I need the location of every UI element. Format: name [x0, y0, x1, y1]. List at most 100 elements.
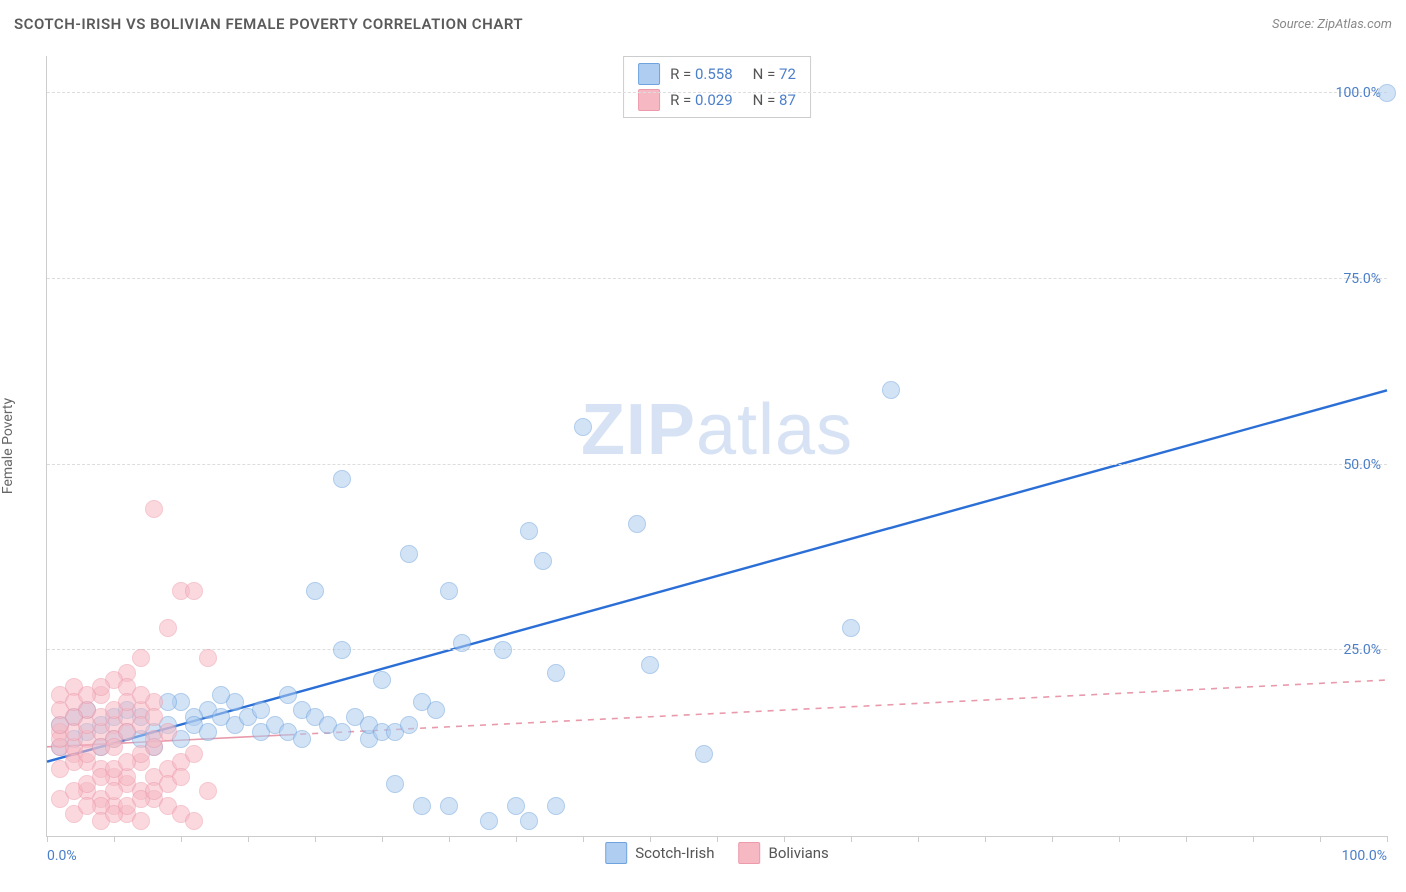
x-tick	[650, 836, 651, 842]
data-point	[882, 381, 900, 399]
data-point	[132, 812, 150, 830]
data-point	[78, 797, 96, 815]
data-point	[628, 515, 646, 533]
x-tick	[181, 836, 182, 842]
x-tick	[315, 836, 316, 842]
data-point	[333, 470, 351, 488]
x-tick	[47, 836, 48, 842]
source-label: Source: ZipAtlas.com	[1272, 17, 1392, 32]
data-point	[145, 708, 163, 726]
legend-label: Bolivians	[769, 844, 829, 862]
x-tick	[1052, 836, 1053, 842]
legend-row: R = 0.029 N = 87	[638, 87, 796, 113]
x-tick	[985, 836, 986, 842]
data-point	[212, 686, 230, 704]
x-tick	[583, 836, 584, 842]
scatter-plot: ZIPatlas R = 0.558N = 72R = 0.029N = 87 …	[46, 56, 1387, 837]
legend-label: Scotch-Irish	[635, 844, 714, 862]
data-point	[413, 797, 431, 815]
legend-r-label: R = 0.029	[670, 91, 733, 109]
data-point	[842, 619, 860, 637]
y-tick-label: 75.0%	[1343, 271, 1381, 287]
y-axis-label: Female Poverty	[0, 398, 16, 494]
x-axis-min-label: 0.0%	[47, 848, 77, 864]
data-point	[105, 738, 123, 756]
data-point	[185, 582, 203, 600]
data-point	[159, 723, 177, 741]
data-point	[199, 723, 217, 741]
data-point	[440, 797, 458, 815]
legend-row: R = 0.558N = 72	[638, 61, 796, 87]
data-point	[480, 812, 498, 830]
correlation-legend: R = 0.558N = 72 R = 0.029 N = 87	[623, 56, 811, 118]
data-point	[427, 701, 445, 719]
x-tick	[449, 836, 450, 842]
gridline	[47, 278, 1387, 279]
data-point	[199, 649, 217, 667]
data-point	[534, 552, 552, 570]
x-tick	[1119, 836, 1120, 842]
data-point	[252, 701, 270, 719]
x-tick	[516, 836, 517, 842]
data-point	[185, 745, 203, 763]
data-point	[574, 418, 592, 436]
data-point	[494, 641, 512, 659]
x-tick	[784, 836, 785, 842]
data-point	[279, 686, 297, 704]
x-tick	[1253, 836, 1254, 842]
legend-item: Bolivians	[739, 842, 829, 864]
legend-item: Scotch-Irish	[605, 842, 714, 864]
data-point	[507, 797, 525, 815]
x-tick	[1320, 836, 1321, 842]
data-point	[453, 634, 471, 652]
data-point	[695, 745, 713, 763]
data-point	[440, 582, 458, 600]
y-tick-label: 100.0%	[1336, 85, 1381, 101]
gridline	[47, 92, 1387, 93]
data-point	[333, 641, 351, 659]
x-tick	[114, 836, 115, 842]
data-point	[306, 582, 324, 600]
data-point	[159, 619, 177, 637]
x-tick	[717, 836, 718, 842]
data-point	[373, 671, 391, 689]
x-tick	[1186, 836, 1187, 842]
gridline	[47, 464, 1387, 465]
data-point	[547, 797, 565, 815]
data-point	[172, 768, 190, 786]
series-legend: Scotch-Irish Bolivians	[605, 842, 829, 864]
watermark: ZIPatlas	[581, 389, 853, 471]
legend-swatch	[605, 842, 627, 864]
x-tick	[382, 836, 383, 842]
header: SCOTCH-IRISH VS BOLIVIAN FEMALE POVERTY …	[0, 0, 1406, 48]
data-point	[520, 522, 538, 540]
legend-swatch	[739, 842, 761, 864]
data-point	[400, 716, 418, 734]
data-point	[547, 664, 565, 682]
x-tick	[851, 836, 852, 842]
x-axis-max-label: 100.0%	[1342, 848, 1387, 864]
legend-r-label: R = 0.558	[670, 65, 733, 83]
data-point	[333, 723, 351, 741]
data-point	[400, 545, 418, 563]
gridline	[47, 649, 1387, 650]
data-point	[199, 782, 217, 800]
x-tick	[918, 836, 919, 842]
data-point	[520, 812, 538, 830]
y-tick-label: 25.0%	[1343, 642, 1381, 658]
data-point	[105, 782, 123, 800]
y-tick-label: 50.0%	[1343, 457, 1381, 473]
data-point	[293, 730, 311, 748]
legend-swatch	[638, 63, 660, 85]
legend-n-label: N = 87	[753, 91, 796, 109]
data-point	[185, 812, 203, 830]
data-point	[386, 775, 404, 793]
data-point	[641, 656, 659, 674]
data-point	[132, 649, 150, 667]
data-point	[92, 678, 110, 696]
data-point	[145, 500, 163, 518]
x-tick	[248, 836, 249, 842]
x-tick	[1387, 836, 1388, 842]
data-point	[132, 686, 150, 704]
data-point	[1378, 84, 1396, 102]
